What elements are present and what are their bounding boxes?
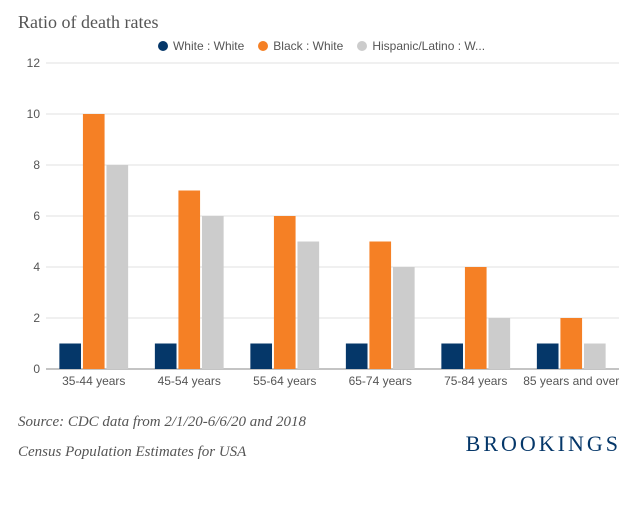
bar [393,267,415,369]
chart-card: Ratio of death rates White : White Black … [0,0,643,513]
bar [155,344,177,370]
legend-item: Black : White [258,39,343,53]
bar [369,242,391,370]
legend-swatch [258,41,268,51]
legend-label: Black : White [273,39,343,53]
bar [202,216,224,369]
bar [83,114,105,369]
bar [59,344,81,370]
x-tick-label: 55-64 years [253,374,316,388]
y-tick-label: 10 [27,107,41,121]
y-tick-label: 2 [33,311,40,325]
x-tick-label: 35-44 years [62,374,125,388]
bar [178,191,200,370]
legend-label: Hispanic/Latino : W... [372,39,485,53]
y-tick-label: 12 [27,57,41,70]
legend: White : White Black : White Hispanic/Latin… [18,39,625,53]
bar [106,165,128,369]
legend-swatch [357,41,367,51]
y-tick-label: 4 [33,260,40,274]
x-tick-label: 75-84 years [444,374,507,388]
legend-item: White : White [158,39,244,53]
y-tick-label: 0 [33,362,40,376]
bar [465,267,487,369]
x-tick-label: 85 years and over [523,374,619,388]
legend-label: White : White [173,39,244,53]
bar [488,318,510,369]
y-tick-label: 6 [33,209,40,223]
bar [441,344,463,370]
brand-logo: BROOKINGS [466,431,621,457]
bar [584,344,606,370]
bar [560,318,582,369]
bar [250,344,272,370]
legend-item: Hispanic/Latino : W... [357,39,485,53]
y-tick-label: 8 [33,158,40,172]
bar [346,344,368,370]
bar [274,216,296,369]
x-tick-label: 45-54 years [158,374,221,388]
chart-area: 0 2 4 6 8 10 12 35-44 years 45-54 years 55-64 yea… [18,57,625,397]
legend-swatch [158,41,168,51]
x-tick-label: 65-74 years [349,374,412,388]
bar-chart: 0 2 4 6 8 10 12 35-44 years 45-54 years 55-64 yea… [18,57,625,397]
bar [297,242,319,370]
chart-title: Ratio of death rates [18,12,625,33]
bar [537,344,559,370]
